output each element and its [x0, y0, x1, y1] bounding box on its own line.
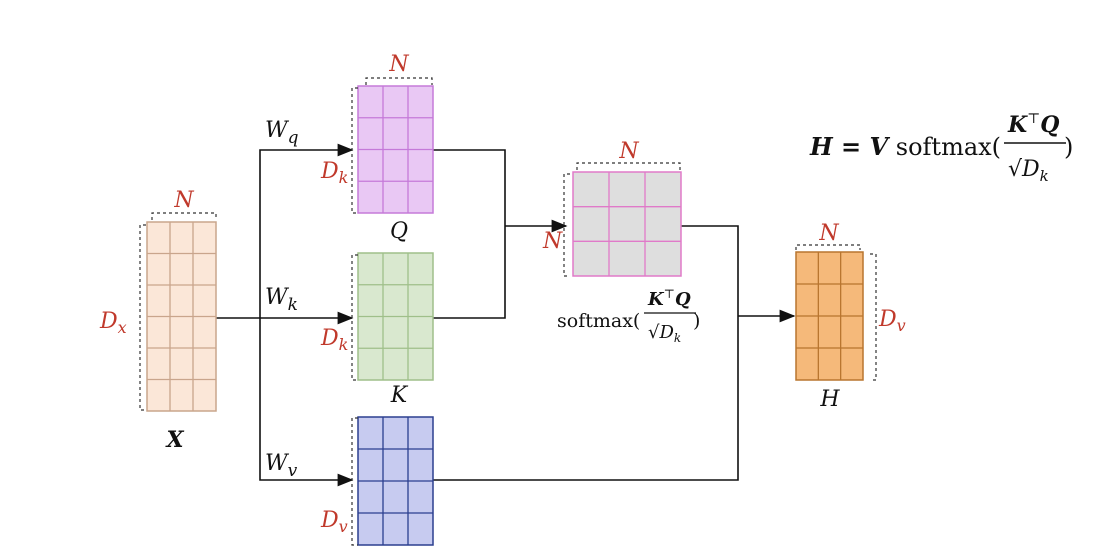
bracket-v-height	[351, 417, 358, 546]
wire-x-to-v	[259, 318, 354, 487]
wk-label: Wk	[265, 285, 298, 315]
q-name: Q	[390, 219, 408, 244]
matrix-k	[357, 252, 434, 381]
wire-x-to-q	[259, 143, 354, 318]
x-name: X	[164, 427, 184, 453]
softmax-close: )	[693, 310, 700, 332]
equation-close: )	[1064, 133, 1073, 161]
wv-label: Wv	[265, 451, 298, 481]
h-name: H	[819, 387, 840, 412]
matrix-v	[357, 416, 434, 546]
softmax-numerator: K⊤Q	[647, 287, 691, 310]
connection-wires	[216, 143, 796, 487]
k-name: K	[390, 383, 409, 408]
softmax-label: softmax( K⊤Q √Dk )	[557, 287, 700, 345]
matrix-h	[795, 251, 864, 381]
matrix-x	[146, 221, 217, 412]
a-width-label: N	[618, 139, 639, 164]
bracket-q-height	[351, 87, 358, 214]
matrix-q	[357, 85, 434, 214]
v-height-label: Dv	[320, 508, 348, 536]
bracket-x-width	[151, 212, 217, 220]
equation-denominator: √Dk	[1008, 157, 1049, 185]
h-width-label: N	[818, 221, 839, 246]
softmax-denominator: √Dk	[648, 322, 681, 345]
h-height-label: Dv	[878, 307, 906, 335]
equation-lhs: H = V softmax(	[809, 132, 1001, 161]
wq-label: Wq	[265, 118, 299, 148]
bracket-h-width	[795, 244, 861, 250]
matrix-attention	[572, 171, 682, 277]
bracket-a-height	[563, 173, 570, 277]
equation-numerator: K⊤Q	[1007, 111, 1059, 138]
bracket-h-height	[870, 253, 877, 381]
x-width-label: N	[173, 188, 194, 213]
matrix-a-body	[572, 171, 682, 277]
bracket-a-width	[576, 162, 681, 170]
k-height-label: Dk	[320, 326, 348, 354]
bracket-k-height	[351, 254, 358, 381]
q-width-label: N	[388, 52, 409, 77]
a-height-label: N	[542, 229, 563, 254]
attention-equation: H = V softmax( K⊤Q √Dk )	[809, 111, 1073, 185]
dimension-brackets	[139, 77, 877, 546]
bracket-q-width	[365, 77, 433, 85]
x-height-label: Dx	[99, 309, 127, 337]
q-height-label: Dk	[320, 159, 348, 187]
wire-scores-v-merge	[433, 225, 739, 481]
wire-qk-merge	[433, 149, 506, 319]
bracket-x-height	[139, 224, 146, 411]
softmax-fn: softmax(	[557, 310, 640, 332]
